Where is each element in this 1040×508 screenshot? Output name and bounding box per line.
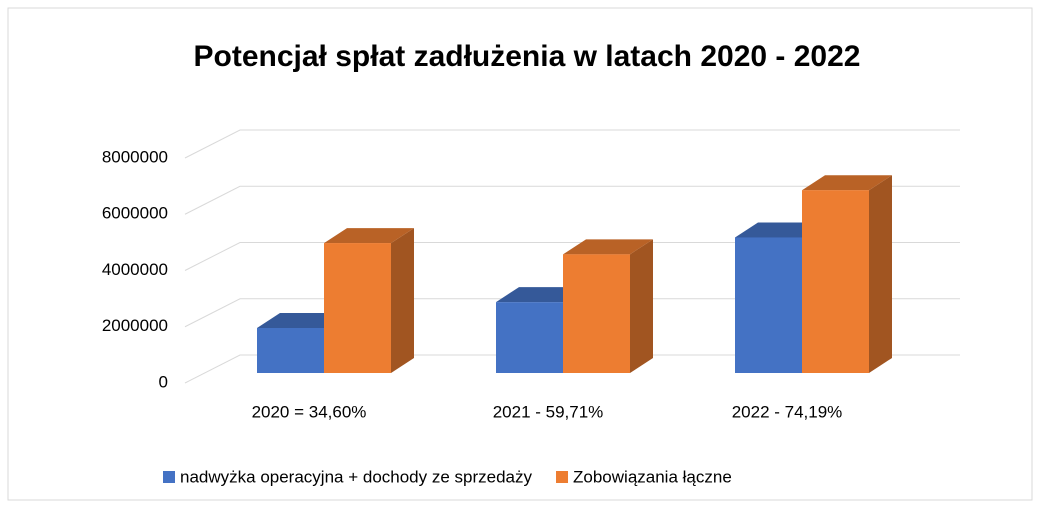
y-tick-label: 6000000 [102, 204, 168, 223]
bar-front [735, 237, 802, 373]
x-tick-label: 2021 - 59,71% [493, 402, 604, 421]
grid-line [184, 354, 960, 384]
x-tick-label: 2020 = 34,60% [252, 402, 367, 421]
bar-side [391, 228, 414, 373]
grid-line [184, 129, 960, 159]
bar [802, 175, 892, 373]
bar-top [563, 239, 653, 255]
chart-title: Potencjał spłat zadłużenia w latach 2020… [194, 40, 861, 73]
bar-top [324, 228, 414, 244]
legend-swatch [163, 471, 175, 483]
bar-side [869, 175, 892, 373]
bar [563, 239, 653, 373]
bar-front [257, 328, 324, 373]
bar-front [802, 190, 869, 373]
bar-top [802, 175, 892, 191]
legend-label: nadwyżka operacyjna + dochody ze sprzeda… [180, 467, 533, 486]
bar [324, 228, 414, 373]
bar-front [324, 243, 391, 373]
y-tick-label: 2000000 [102, 316, 168, 335]
bar-front [496, 302, 563, 373]
y-tick-label: 4000000 [102, 260, 168, 279]
y-tick-label: 8000000 [102, 147, 168, 166]
grid-line [184, 242, 960, 271]
bar-side [630, 239, 653, 373]
legend-swatch [556, 471, 569, 483]
grid-line [184, 185, 960, 215]
bar-front [563, 254, 630, 373]
x-tick-label: 2022 - 74,19% [732, 402, 843, 421]
grid-line [184, 298, 960, 328]
legend-label: Zobowiązania łączne [573, 467, 732, 486]
y-tick-label: 0 [159, 372, 168, 391]
